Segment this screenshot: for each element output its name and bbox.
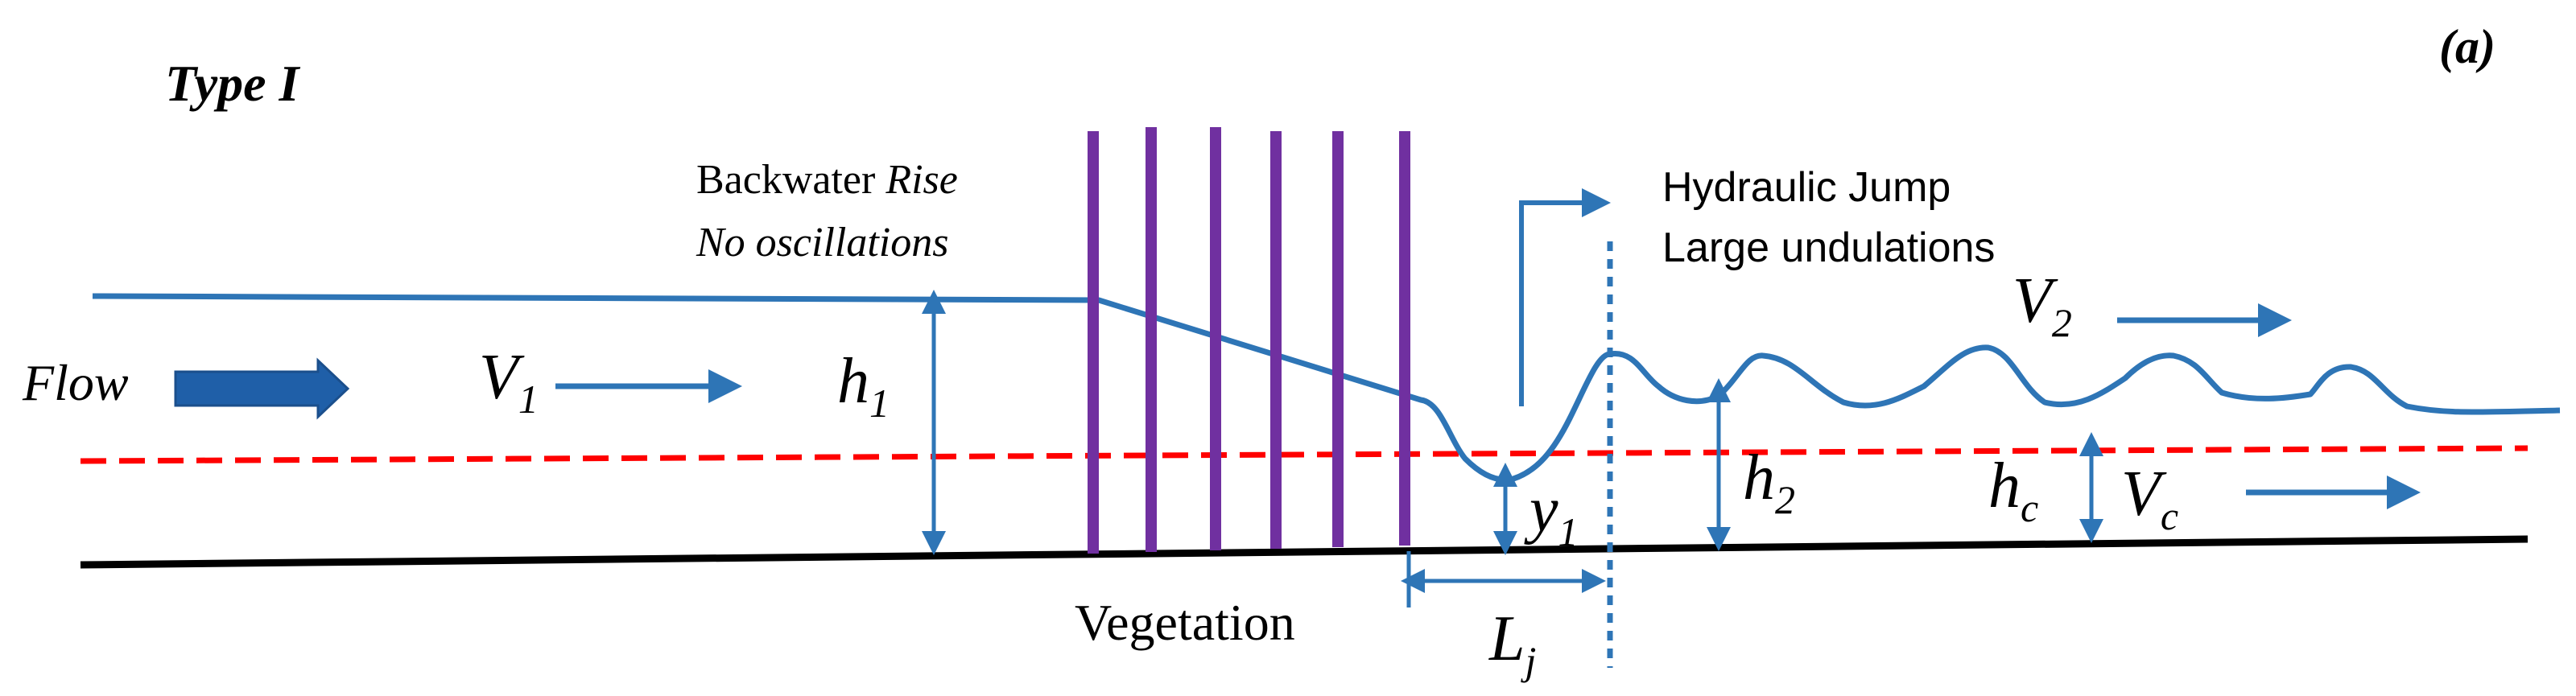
y1-symbol: y1 <box>1524 475 1579 554</box>
hydraulic-jump-label: Hydraulic Jump <box>1662 164 1951 211</box>
flow-label: Flow <box>22 354 129 411</box>
large-undulations-label: Large undulations <box>1662 224 1995 271</box>
h1-symbol: h1 <box>837 346 890 426</box>
channel-bed <box>80 535 2529 569</box>
v2-symbol: V2 <box>2013 266 2072 345</box>
lj-symbol: Lj <box>1488 603 1536 683</box>
vegetation-stems <box>1088 127 1410 554</box>
water-surface <box>92 293 2561 483</box>
h2-symbol: h2 <box>1743 443 1795 522</box>
critical-depth-line <box>80 445 2529 464</box>
jump-pointer-arrow <box>1519 188 1611 406</box>
v1-symbol: V1 <box>479 342 539 422</box>
title: Type I <box>165 55 301 112</box>
flow-arrow <box>174 357 350 420</box>
hc-symbol: hc <box>1988 451 2038 530</box>
panel-label: (a) <box>2439 20 2496 73</box>
no-oscillations-label: No oscillations <box>696 220 948 266</box>
backwater-label: Backwater Rise <box>696 157 958 203</box>
vc-symbol: Vc <box>2121 459 2178 538</box>
vegetation-label: Vegetation <box>1075 594 1295 651</box>
